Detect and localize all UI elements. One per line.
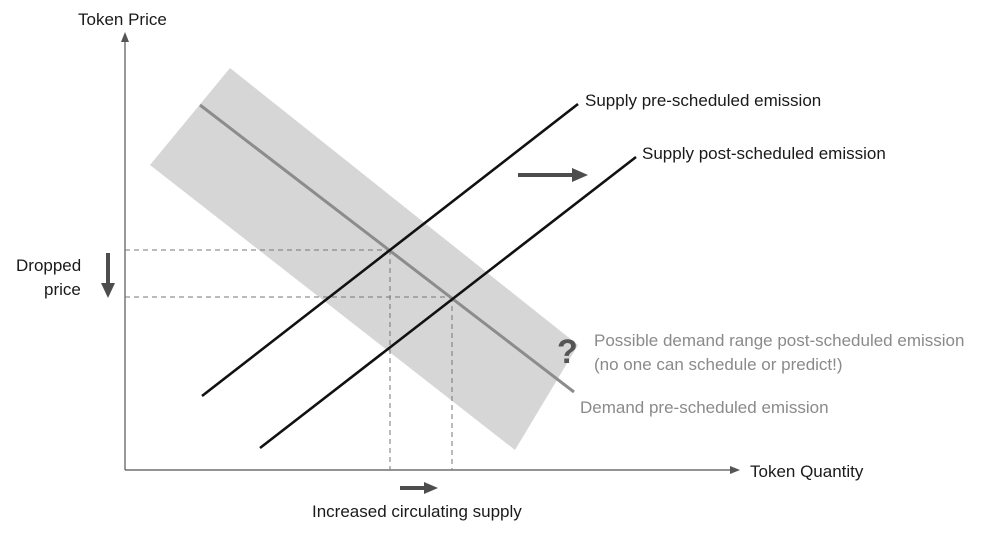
supply-pre-line: [201, 102, 579, 398]
supply-post-line: [259, 155, 637, 450]
demand-range-band: [150, 68, 578, 450]
supply-pre-label: Supply pre-scheduled emission: [585, 91, 822, 110]
y-axis-arrowhead: [121, 32, 129, 42]
supply-shift-arrow: [518, 168, 588, 182]
dropped-price-label-line2: price: [44, 280, 81, 299]
increased-supply-label: Increased circulating supply: [312, 502, 522, 521]
demand-range-label-line1: Possible demand range post-scheduled emi…: [594, 331, 965, 350]
uncertainty-question-mark: ?: [557, 333, 578, 371]
demand-range-label-line2: (no one can schedule or predict!): [594, 355, 843, 374]
dropped-price-label-line1: Dropped: [16, 256, 82, 275]
y-axis-label: Token Price: [78, 10, 167, 29]
x-axis-label: Token Quantity: [750, 462, 864, 481]
increased-supply-arrow: [400, 482, 438, 494]
supply-post-label: Supply post-scheduled emission: [642, 144, 886, 163]
x-axis-arrowhead: [730, 466, 740, 474]
demand-pre-label: Demand pre-scheduled emission: [580, 398, 829, 417]
demand-pre-line: [199, 103, 575, 394]
dropped-price-arrow: [101, 253, 115, 298]
